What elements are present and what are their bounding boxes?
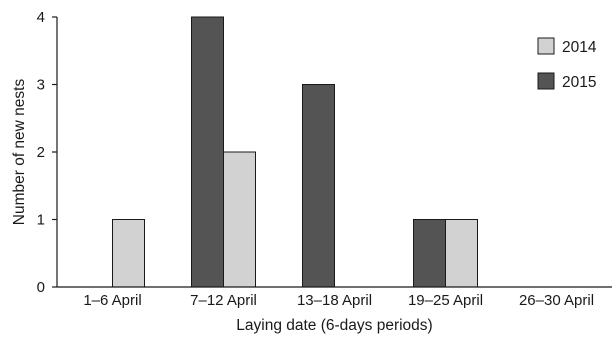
- legend-swatch-2014: [538, 38, 554, 54]
- legend-label-2015: 2015: [562, 74, 596, 91]
- y-tick-label: 0: [37, 279, 45, 296]
- bar-2014-1: [113, 220, 145, 288]
- y-axis-ticks: 0 1 2 3 4: [37, 9, 57, 296]
- y-axis-label: Number of new nests: [11, 79, 28, 226]
- bar-2014-2: [224, 152, 256, 287]
- bar-2014-4: [446, 220, 478, 288]
- x-axis-ticks: 1–6 April 7–12 April 13–18 April 19–25 Apri…: [83, 292, 594, 309]
- plot-area: [113, 17, 478, 287]
- x-tick-label: 19–25 April: [408, 292, 483, 309]
- y-tick-label: 2: [37, 144, 45, 161]
- bar-2015-2: [192, 17, 224, 287]
- x-tick-label: 1–6 April: [83, 292, 141, 309]
- x-tick-label: 13–18 April: [297, 292, 372, 309]
- y-tick-label: 4: [37, 9, 45, 26]
- legend-label-2014: 2014: [562, 39, 597, 56]
- x-axis-label: Laying date (6-days periods): [236, 317, 432, 334]
- y-tick-label: 1: [37, 212, 45, 229]
- x-tick-label: 26–30 April: [519, 292, 594, 309]
- bar-2015-3: [303, 85, 335, 288]
- legend-swatch-2015: [538, 73, 554, 89]
- y-tick-label: 3: [37, 77, 45, 94]
- legend: 2014 2015: [538, 38, 597, 91]
- bar-2015-4: [414, 220, 446, 288]
- x-tick-label: 7–12 April: [190, 292, 257, 309]
